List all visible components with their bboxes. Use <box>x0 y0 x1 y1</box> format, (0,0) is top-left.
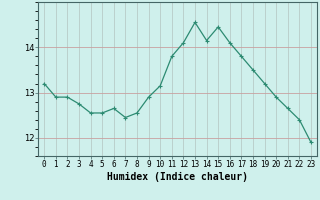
X-axis label: Humidex (Indice chaleur): Humidex (Indice chaleur) <box>107 172 248 182</box>
